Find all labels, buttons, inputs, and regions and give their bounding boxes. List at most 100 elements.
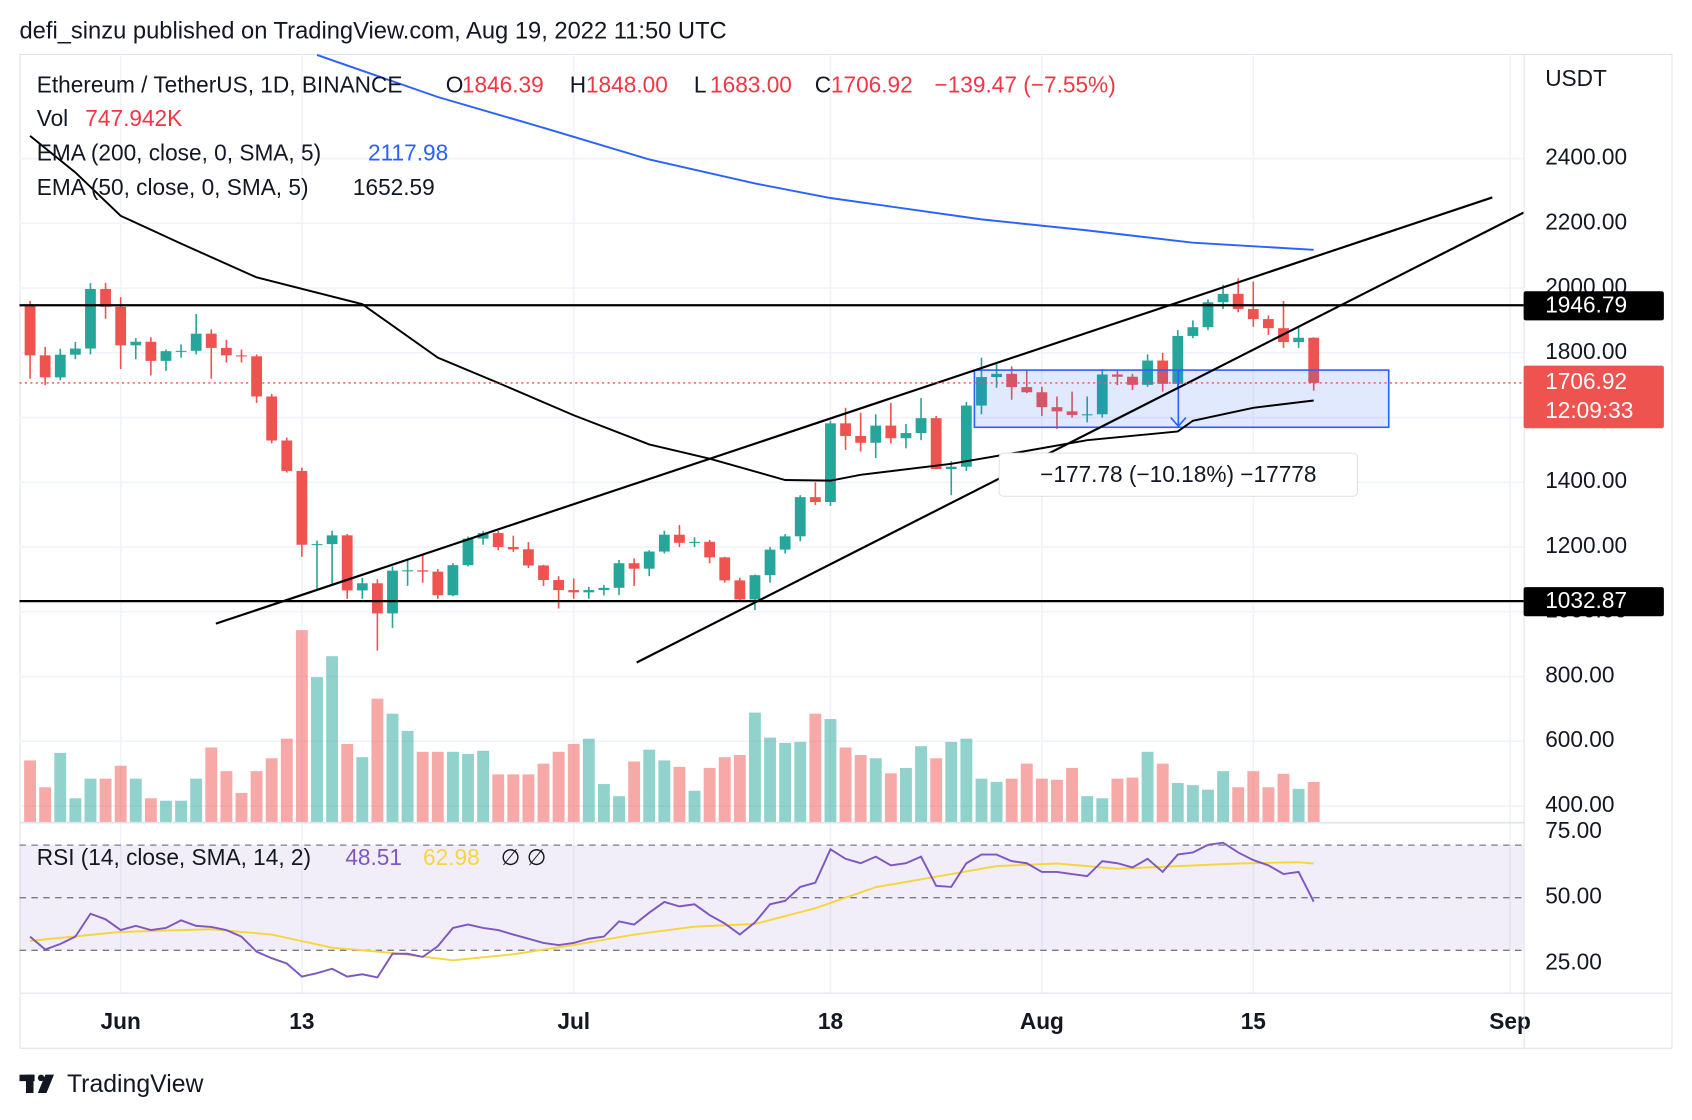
volume-bar: [431, 751, 444, 823]
candle-body: [1021, 387, 1033, 393]
candle-body: [704, 541, 716, 558]
volume-bar: [1156, 763, 1169, 823]
volume-bar: [764, 737, 776, 823]
legend-volume-value: 747.942K: [85, 105, 182, 131]
x-tick-label: 13: [289, 1008, 314, 1034]
candle-body: [85, 288, 96, 349]
candle-body: [402, 570, 413, 572]
candle-body: [100, 288, 111, 307]
candle-body: [674, 534, 685, 543]
candle-body: [1308, 337, 1320, 383]
candle-body: [930, 418, 942, 469]
candle-body: [1051, 407, 1063, 412]
volume-bar: [280, 738, 293, 823]
candle-body: [1081, 414, 1093, 416]
indicator-lines: [19, 54, 1524, 979]
volume-bar: [220, 771, 233, 823]
volume-bar: [160, 800, 172, 823]
volume-bar: [265, 758, 278, 823]
candle-body: [1217, 293, 1229, 303]
candle-body: [145, 341, 157, 361]
rsi-sma-legend-value: 62.98: [423, 844, 480, 870]
volume-bar: [884, 773, 897, 823]
volume-bar: [582, 738, 595, 823]
candle-body: [492, 533, 504, 548]
volume-bar: [628, 761, 641, 823]
candle-body: [1293, 337, 1304, 343]
axis-unit: USDT: [1545, 65, 1607, 91]
y-tick-label: 1400.00: [1545, 467, 1627, 493]
volume-bar: [190, 778, 203, 823]
volume-bar: [69, 798, 82, 823]
measure-text: −177.78 (−10.18%) −17778: [1040, 461, 1316, 487]
candle-body: [175, 350, 187, 352]
volume-bar: [749, 712, 761, 823]
axes: 400.00600.00800.001000.001200.001400.001…: [1523, 144, 1664, 974]
candle-body: [900, 433, 912, 439]
volume-bar: [552, 751, 565, 823]
volume-bar: [869, 758, 882, 823]
legend-line-value: 2117.98: [368, 139, 448, 165]
volume-bar: [854, 755, 867, 823]
level-tag: [1523, 587, 1664, 617]
y-tick-label: 400.00: [1545, 791, 1614, 817]
legend-change: −139.47 (−7.55%): [934, 71, 1115, 97]
candle-body: [341, 535, 353, 591]
candle-body: [190, 333, 202, 351]
candle-body: [1127, 376, 1138, 385]
volume-bar: [462, 753, 474, 823]
volume-bar: [24, 760, 36, 823]
trendline: [636, 211, 1524, 664]
volume-bar: [492, 774, 505, 823]
y-tick-label: 2200.00: [1545, 208, 1627, 234]
candle-body: [749, 575, 761, 600]
legend-value: 1848.00: [586, 71, 668, 97]
volume-bar: [295, 630, 308, 823]
volume-bar: [809, 713, 822, 823]
y-tick-label: 2400.00: [1545, 144, 1627, 170]
candle-body: [1036, 392, 1048, 408]
candle-body: [251, 356, 262, 397]
candle-body: [855, 435, 867, 443]
legend-key: L: [694, 71, 707, 97]
volume-bar: [1217, 771, 1230, 823]
candle-body: [960, 405, 972, 467]
rsi-legend-name: RSI (14, close, SMA, 14, 2): [37, 844, 311, 870]
rsi-line: [29, 841, 1315, 979]
legend-line-name: EMA (50, close, 0, SMA, 5): [37, 174, 309, 200]
candle-body: [115, 306, 127, 346]
volume-bar: [1307, 782, 1320, 823]
ema-line: [316, 54, 1314, 251]
last-price-label: 1706.92: [1545, 368, 1627, 394]
level-tag-label: 1946.79: [1545, 291, 1627, 317]
candle-body: [447, 565, 459, 596]
candle-body: [205, 333, 217, 348]
logo-part: [25, 1074, 34, 1094]
candle-body: [809, 497, 821, 503]
volume-bar: [703, 767, 716, 823]
volume-bar: [1171, 782, 1184, 823]
candle-body: [372, 583, 383, 614]
candle-body: [523, 549, 534, 566]
y-tick-label: 1800.00: [1545, 338, 1627, 364]
legend-line-name: EMA (200, close, 0, SMA, 5): [37, 139, 321, 165]
candle-body: [719, 557, 731, 581]
candle-body: [598, 587, 610, 591]
volume-bar: [522, 774, 535, 823]
candle-body: [779, 536, 791, 550]
volume-bar: [597, 784, 610, 823]
volume-bar: [794, 741, 807, 823]
volume-bar: [371, 698, 384, 823]
legend-symbol: Ethereum / TetherUS, 1D, BINANCE: [37, 71, 403, 97]
legend-value: 1683.00: [710, 71, 792, 97]
candle-body: [311, 544, 323, 546]
candle-body: [281, 440, 293, 471]
ema-line: [29, 135, 1314, 482]
volume-bar: [718, 757, 731, 823]
legend-line-value: 1652.59: [353, 174, 435, 200]
candle-body: [734, 580, 746, 600]
candle-body: [840, 423, 851, 436]
candles: [19, 278, 1524, 651]
